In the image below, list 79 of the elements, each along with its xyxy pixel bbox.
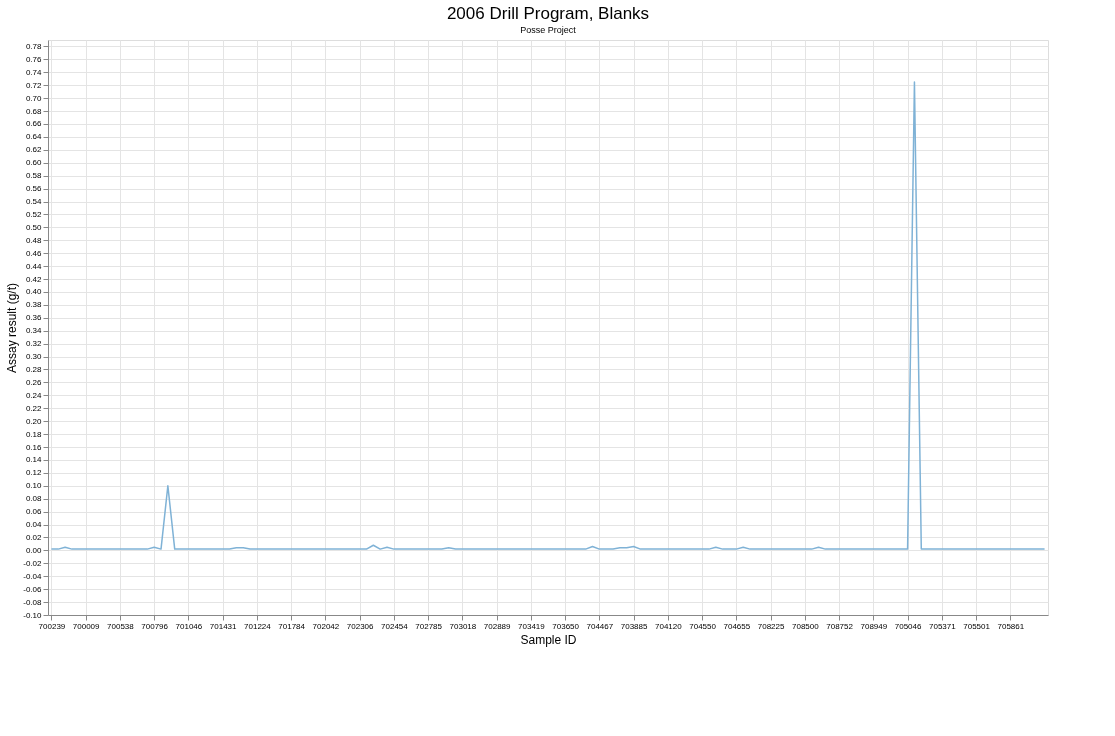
y-tick-label: -0.02 (23, 558, 43, 568)
x-tick-label: 703419 (518, 621, 546, 631)
y-tick-label: 0.58 (25, 171, 43, 181)
y-tick-label: 0.38 (25, 300, 43, 310)
y-tick-label: 0.52 (25, 209, 43, 219)
y-tick-label: -0.04 (23, 571, 43, 581)
y-tick-label: 0.70 (25, 93, 43, 103)
y-tick-label: 0.16 (25, 442, 43, 452)
x-tick-label: 702306 (346, 621, 375, 631)
y-tick-label: 0.68 (25, 106, 43, 116)
x-tick-label: 700009 (72, 621, 101, 631)
y-tick-label: 0.54 (25, 197, 43, 207)
x-tick-label: 701046 (175, 621, 203, 631)
x-tick-label: 705371 (928, 621, 957, 631)
y-tick-label: 0.50 (25, 222, 43, 232)
x-tick-label: 700796 (141, 621, 169, 631)
y-tick-label: 0.36 (25, 313, 43, 323)
y-tick-label: 0.44 (25, 261, 43, 271)
x-tick-label: 704120 (655, 621, 683, 631)
y-tick-label: 0.10 (25, 481, 43, 491)
y-tick-label: 0.04 (25, 520, 43, 530)
x-tick-label: 705501 (963, 621, 991, 631)
x-tick-label: 702042 (312, 621, 340, 631)
y-tick-label: -0.06 (23, 584, 43, 594)
x-tick-label: 704550 (689, 621, 717, 631)
chart-subtitle: Posse Project (520, 25, 577, 35)
x-tick-label: 703885 (620, 621, 649, 631)
x-tick-label: 701784 (278, 621, 306, 631)
x-tick-label: 703018 (449, 621, 477, 631)
line-series (50, 81, 1046, 550)
x-tick-label: 705861 (997, 621, 1025, 631)
y-tick-label: 0.26 (25, 377, 43, 387)
y-tick-label: 0.28 (25, 364, 43, 374)
x-tick-label: 702889 (483, 621, 512, 631)
x-tick-label: 708500 (792, 621, 820, 631)
x-tick-label: 708949 (860, 621, 888, 631)
x-tick-label: 705046 (894, 621, 922, 631)
x-tick-label: 700239 (38, 621, 66, 631)
y-tick-label: 0.06 (25, 507, 43, 517)
x-tick-label: 701431 (209, 621, 238, 631)
y-tick-label: -0.10 (23, 610, 43, 620)
y-tick-label: 0.22 (25, 403, 43, 413)
y-tick-label: 0.46 (25, 248, 43, 258)
x-tick-label: 701224 (244, 621, 272, 631)
x-tick-label: 704655 (723, 621, 751, 631)
y-tick-label: -0.08 (23, 597, 43, 607)
x-tick-label: 702454 (381, 621, 409, 631)
y-tick-label: 0.20 (25, 416, 43, 426)
y-tick-label: 0.64 (25, 132, 43, 142)
y-tick-label: 0.24 (25, 390, 43, 400)
y-tick-label: 0.08 (25, 494, 43, 504)
x-tick-label: 702785 (415, 621, 443, 631)
y-tick-label: 0.62 (25, 145, 43, 155)
y-tick-label: 0.60 (25, 158, 43, 168)
y-tick-label: 0.40 (25, 287, 43, 297)
y-tick-label: 0.56 (25, 184, 43, 194)
y-tick-label: 0.74 (25, 67, 43, 77)
y-tick-label: 0.18 (25, 429, 43, 439)
y-tick-label: 0.72 (25, 80, 43, 90)
x-axis-title: Sample ID (520, 632, 577, 647)
x-tick-label: 700538 (107, 621, 135, 631)
y-tick-label: 0.76 (25, 54, 43, 64)
y-tick-label: 0.66 (25, 119, 43, 129)
y-tick-label: 0.32 (25, 339, 43, 349)
x-tick-label: 708752 (826, 621, 854, 631)
y-tick-label: 0.34 (25, 326, 43, 336)
y-tick-label: 0.30 (25, 352, 43, 362)
x-tick-label: 704467 (586, 621, 614, 631)
y-tick-label: 0.00 (25, 545, 43, 555)
y-tick-label: 0.02 (25, 532, 43, 542)
chart-title: 2006 Drill Program, Blanks (446, 4, 650, 23)
y-tick-label: 0.14 (25, 455, 43, 465)
y-axis-title: Assay result (g/t) (5, 282, 20, 374)
y-tick-label: 0.78 (25, 41, 43, 51)
y-tick-label: 0.42 (25, 274, 43, 284)
x-tick-label: 708225 (757, 621, 785, 631)
y-tick-label: 0.48 (25, 235, 43, 245)
y-tick-label: 0.12 (25, 468, 43, 478)
x-tick-label: 703650 (552, 621, 580, 631)
